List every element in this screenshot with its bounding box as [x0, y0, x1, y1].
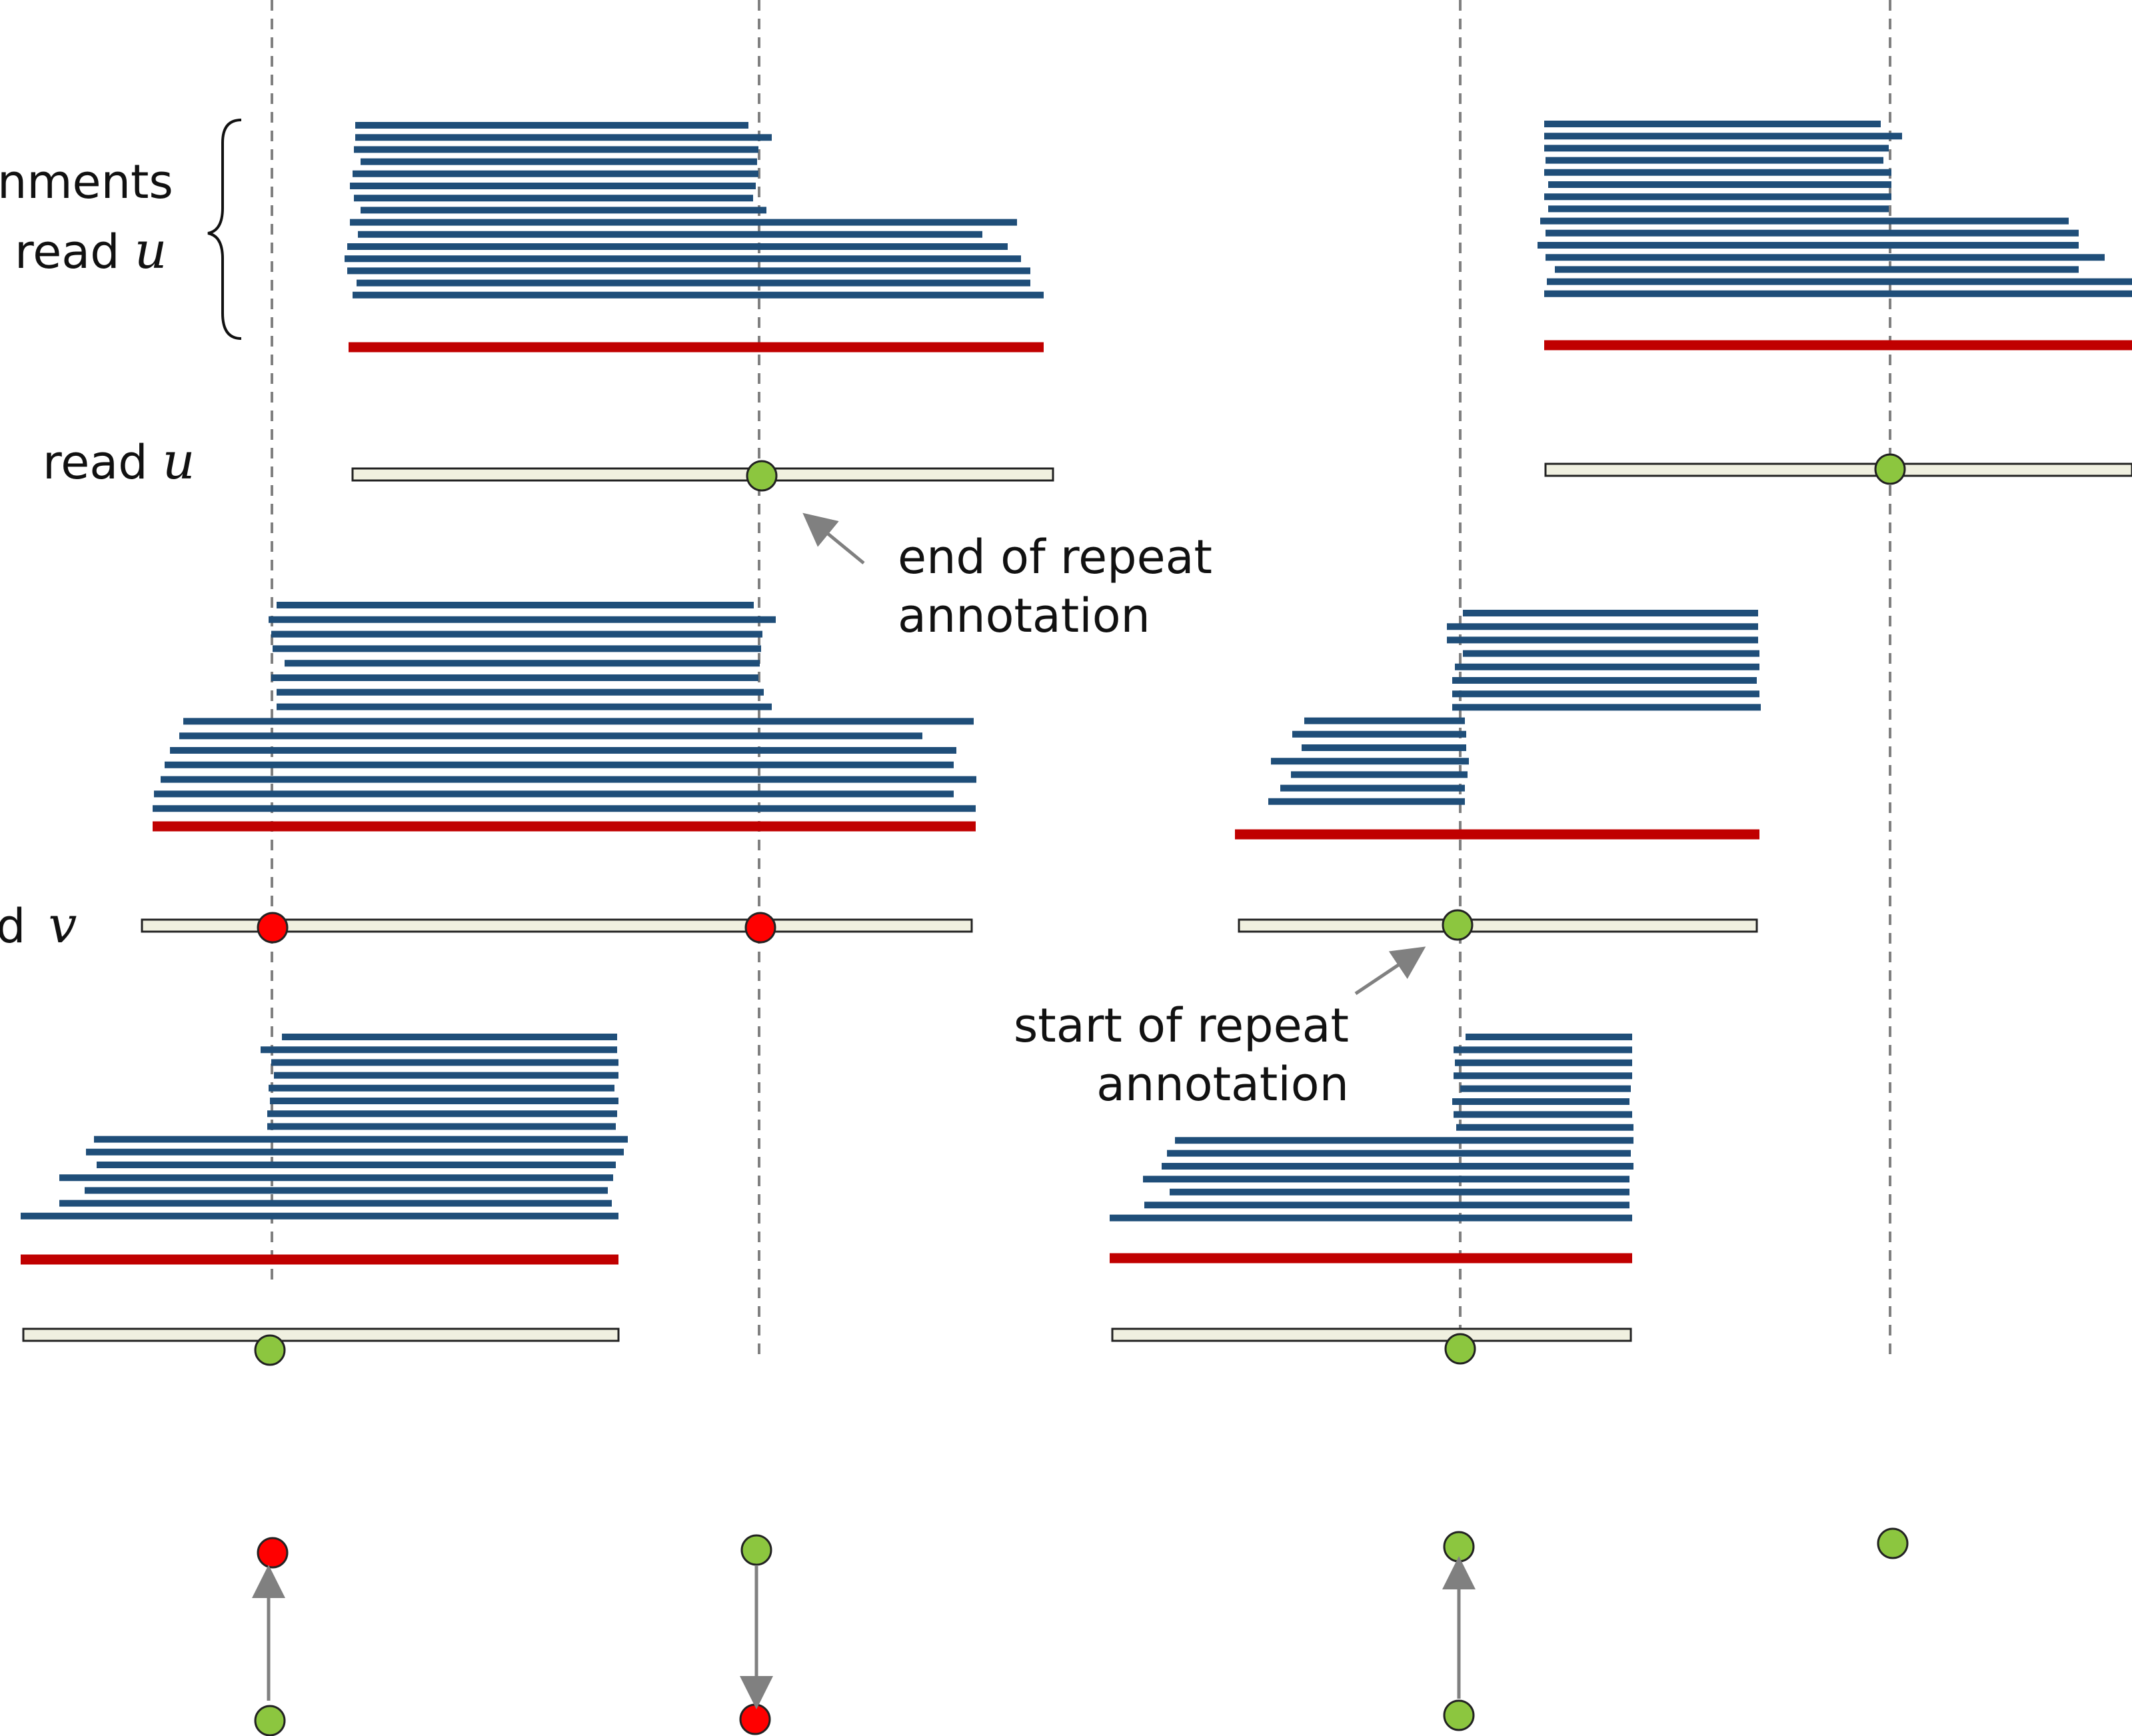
graph-edges — [252, 1556, 1476, 1709]
green-node — [1442, 909, 1474, 941]
read-bar — [1544, 462, 2132, 477]
annotation-arrows — [802, 512, 1426, 996]
green-node — [1443, 1699, 1475, 1731]
read-u-label: read u — [43, 431, 195, 490]
green-node — [254, 1334, 286, 1366]
end-repeat-label-line2: annotation — [898, 588, 1150, 643]
green-node — [1874, 453, 1906, 485]
red-node — [739, 1703, 771, 1735]
start-repeat-label-line2: annotation — [1096, 1057, 1349, 1112]
alignment-piles — [21, 121, 2132, 1265]
red-node — [257, 912, 289, 944]
read-bar — [1111, 1327, 1632, 1342]
alignments-label: nments — [0, 155, 173, 209]
end-repeat-label-line1: end of repeat — [898, 530, 1212, 584]
green-node — [1444, 1333, 1476, 1365]
green-node — [740, 1534, 772, 1566]
red-node — [257, 1537, 289, 1569]
brace-icon — [207, 119, 242, 340]
end-repeat-arrow-icon — [802, 512, 865, 564]
annotation-nodes — [254, 453, 1909, 1736]
start-repeat-label-line1: start of repeat — [1014, 998, 1349, 1053]
green-node — [254, 1705, 286, 1736]
read-bar — [351, 467, 1054, 482]
start-repeat-arrow-icon — [1354, 946, 1426, 996]
read-bar — [22, 1327, 620, 1342]
read-bar — [1238, 918, 1758, 933]
read-u-top-label: read u — [15, 221, 167, 280]
green-node — [746, 460, 778, 492]
green-node — [1443, 1531, 1475, 1563]
red-node — [744, 912, 776, 944]
read-bars — [22, 462, 2132, 1342]
green-node — [1877, 1527, 1909, 1559]
